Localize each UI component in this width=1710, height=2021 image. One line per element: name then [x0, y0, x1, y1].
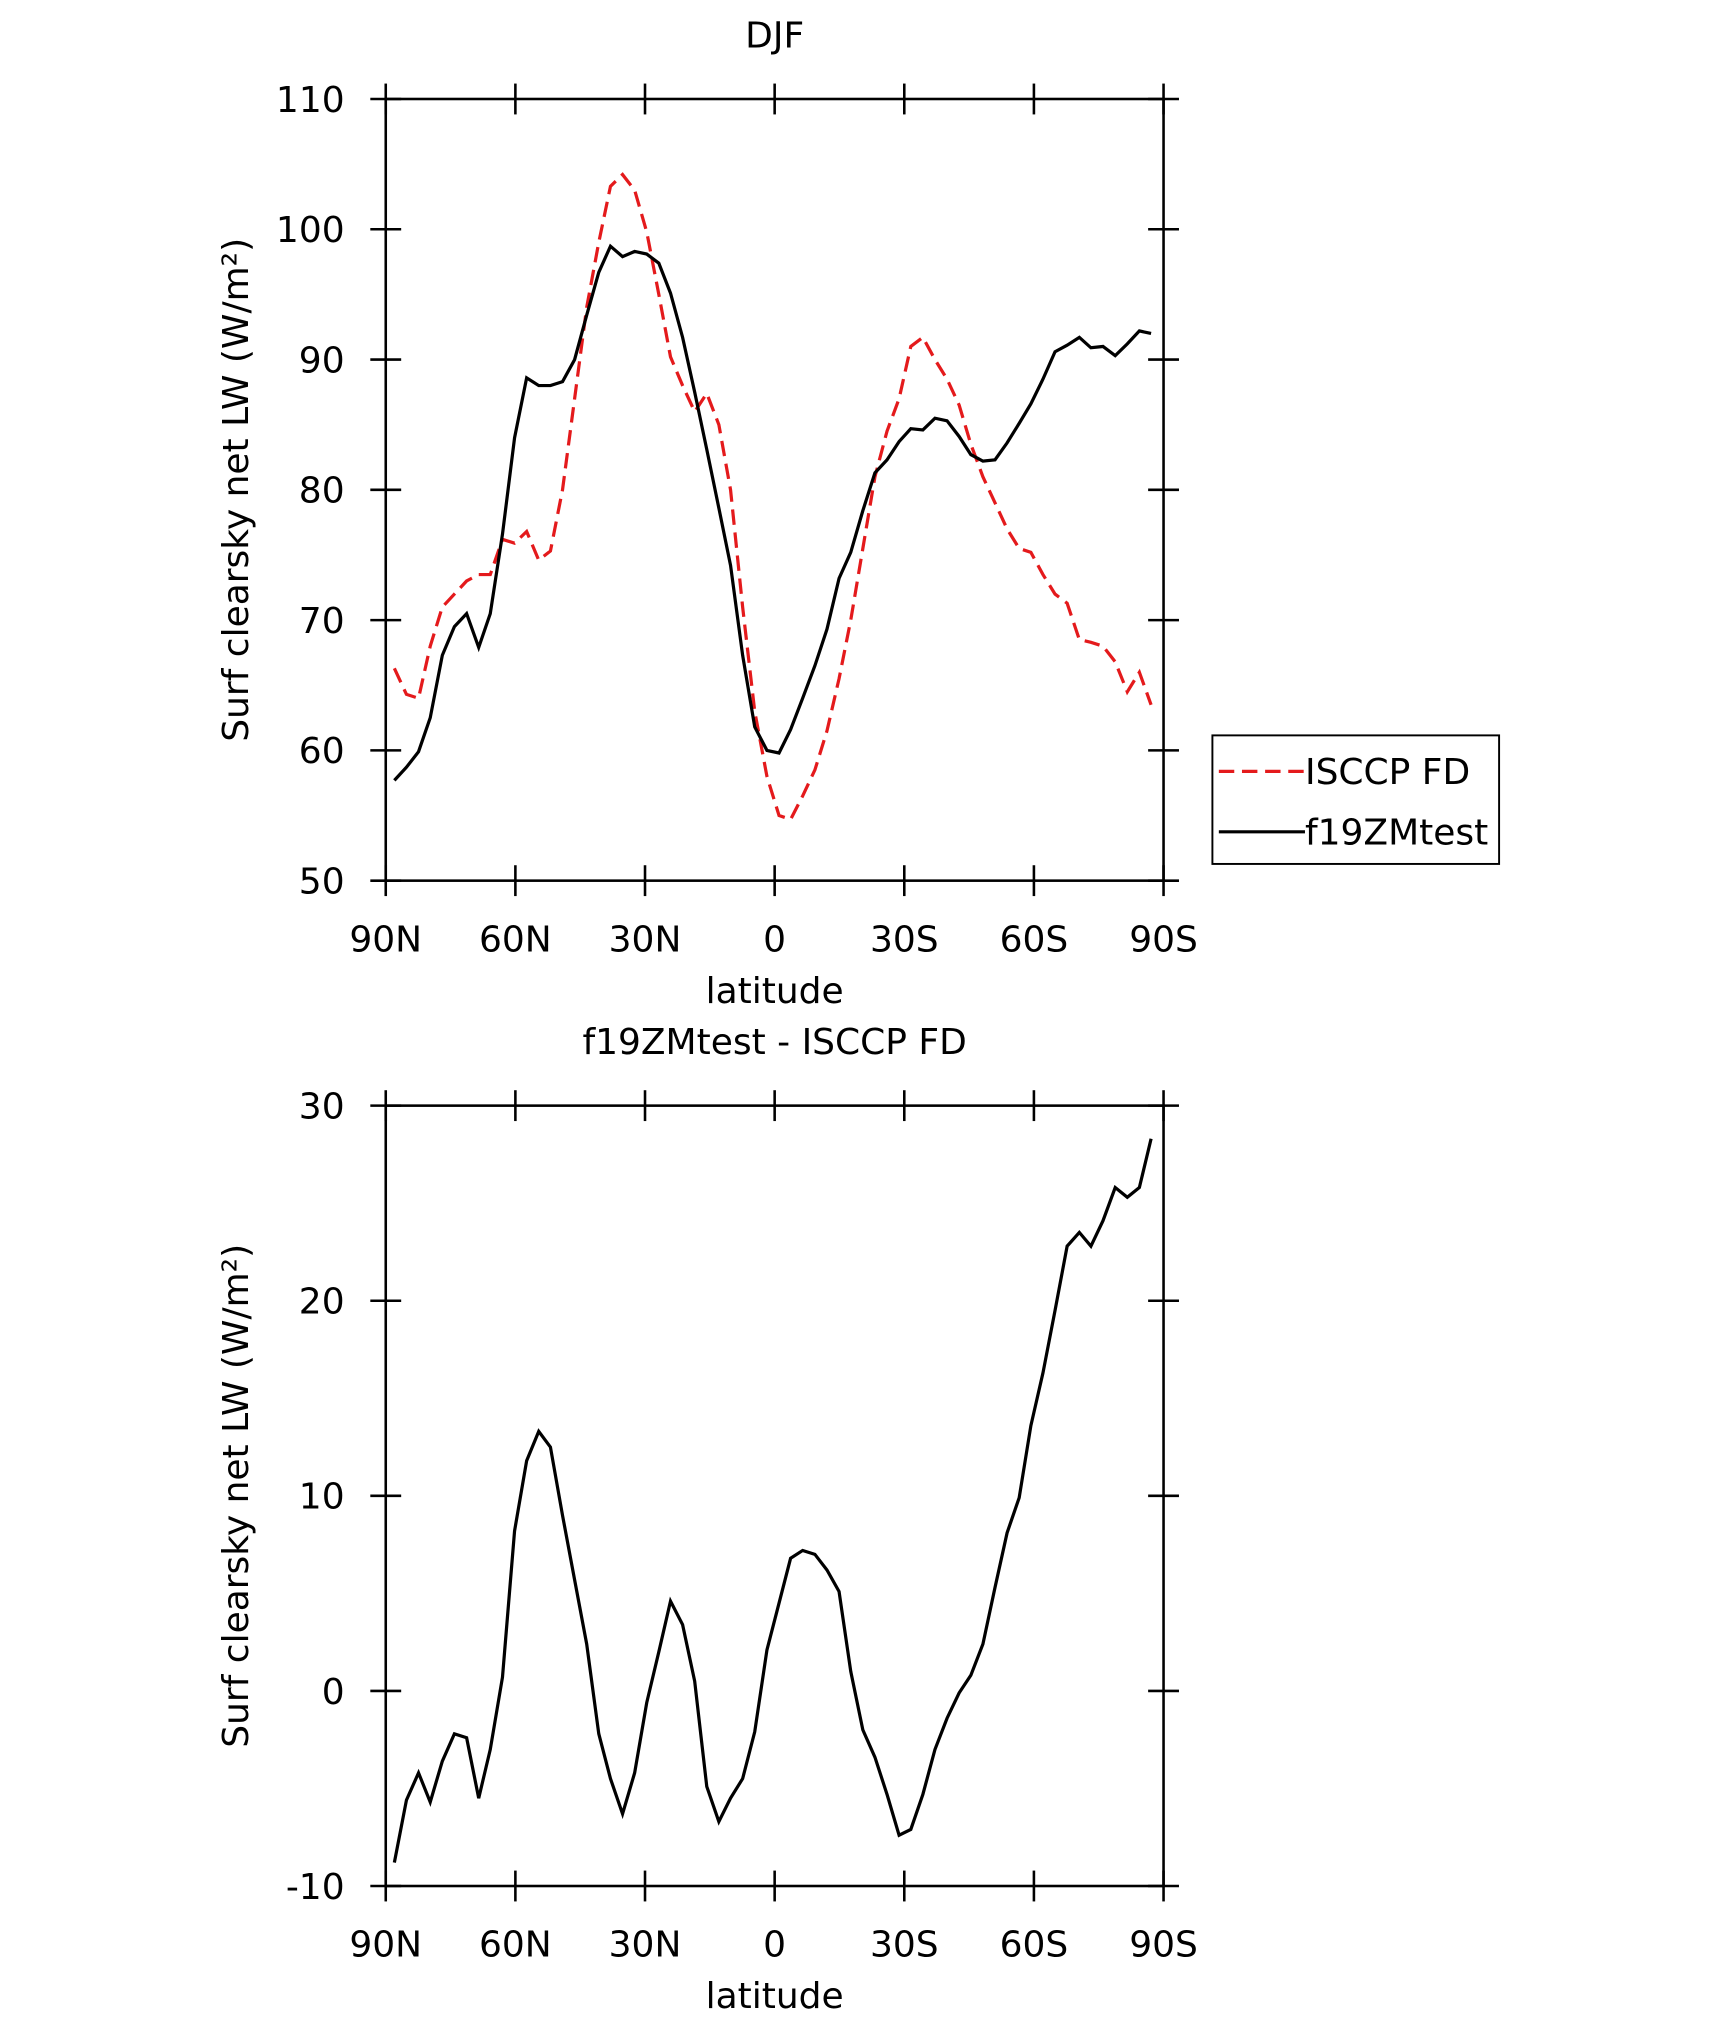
- plot-frame: [384, 1104, 1165, 1888]
- y-tick-label: -10: [286, 1867, 345, 1908]
- data-line: [393, 243, 1152, 782]
- data-line: [392, 1138, 1153, 1863]
- y-tick-label: 60: [299, 731, 345, 772]
- x-tick-label: 30S: [870, 919, 939, 960]
- legend-box: [1211, 734, 1501, 865]
- chart-title: DJF: [745, 16, 804, 57]
- legend-label: f19ZMtest: [1305, 813, 1488, 854]
- chart-title: f19ZMtest - ISCCP FD: [582, 1022, 966, 1063]
- x-tick-label: 60S: [1000, 919, 1069, 960]
- x-tick-label: 90N: [349, 1925, 422, 1966]
- x-axis-label: latitude: [706, 971, 844, 1012]
- y-tick-label: 20: [299, 1282, 345, 1323]
- plot-frame: [384, 97, 1165, 882]
- x-tick-label: 30N: [609, 1925, 682, 1966]
- x-tick-label: 60N: [479, 1925, 552, 1966]
- y-tick-label: 110: [276, 80, 345, 121]
- y-axis-label: Surf clearsky net LW (W/m²): [216, 238, 257, 742]
- y-tick-label: 70: [299, 601, 345, 642]
- y-axis-label: Surf clearsky net LW (W/m²): [216, 1244, 257, 1748]
- x-tick-label: 30N: [609, 919, 682, 960]
- y-tick-label: 90: [299, 340, 345, 381]
- y-tick-label: 10: [299, 1477, 345, 1518]
- x-tick-label: 0: [763, 1925, 786, 1966]
- x-tick-label: 60S: [1000, 1925, 1069, 1966]
- x-tick-label: 0: [763, 919, 786, 960]
- data-line: [392, 172, 1153, 822]
- y-tick-label: 100: [276, 210, 345, 251]
- y-tick-label: 80: [299, 471, 345, 512]
- x-tick-label: 90S: [1129, 1925, 1198, 1966]
- legend-label: ISCCP FD: [1305, 752, 1470, 793]
- x-tick-label: 90S: [1129, 919, 1198, 960]
- y-tick-label: 30: [299, 1086, 345, 1127]
- x-axis-label: latitude: [706, 1976, 844, 2017]
- x-tick-label: 90N: [349, 919, 422, 960]
- y-tick-label: 0: [322, 1672, 345, 1713]
- x-tick-label: 30S: [870, 1925, 939, 1966]
- y-tick-label: 50: [299, 862, 345, 903]
- x-tick-label: 60N: [479, 919, 552, 960]
